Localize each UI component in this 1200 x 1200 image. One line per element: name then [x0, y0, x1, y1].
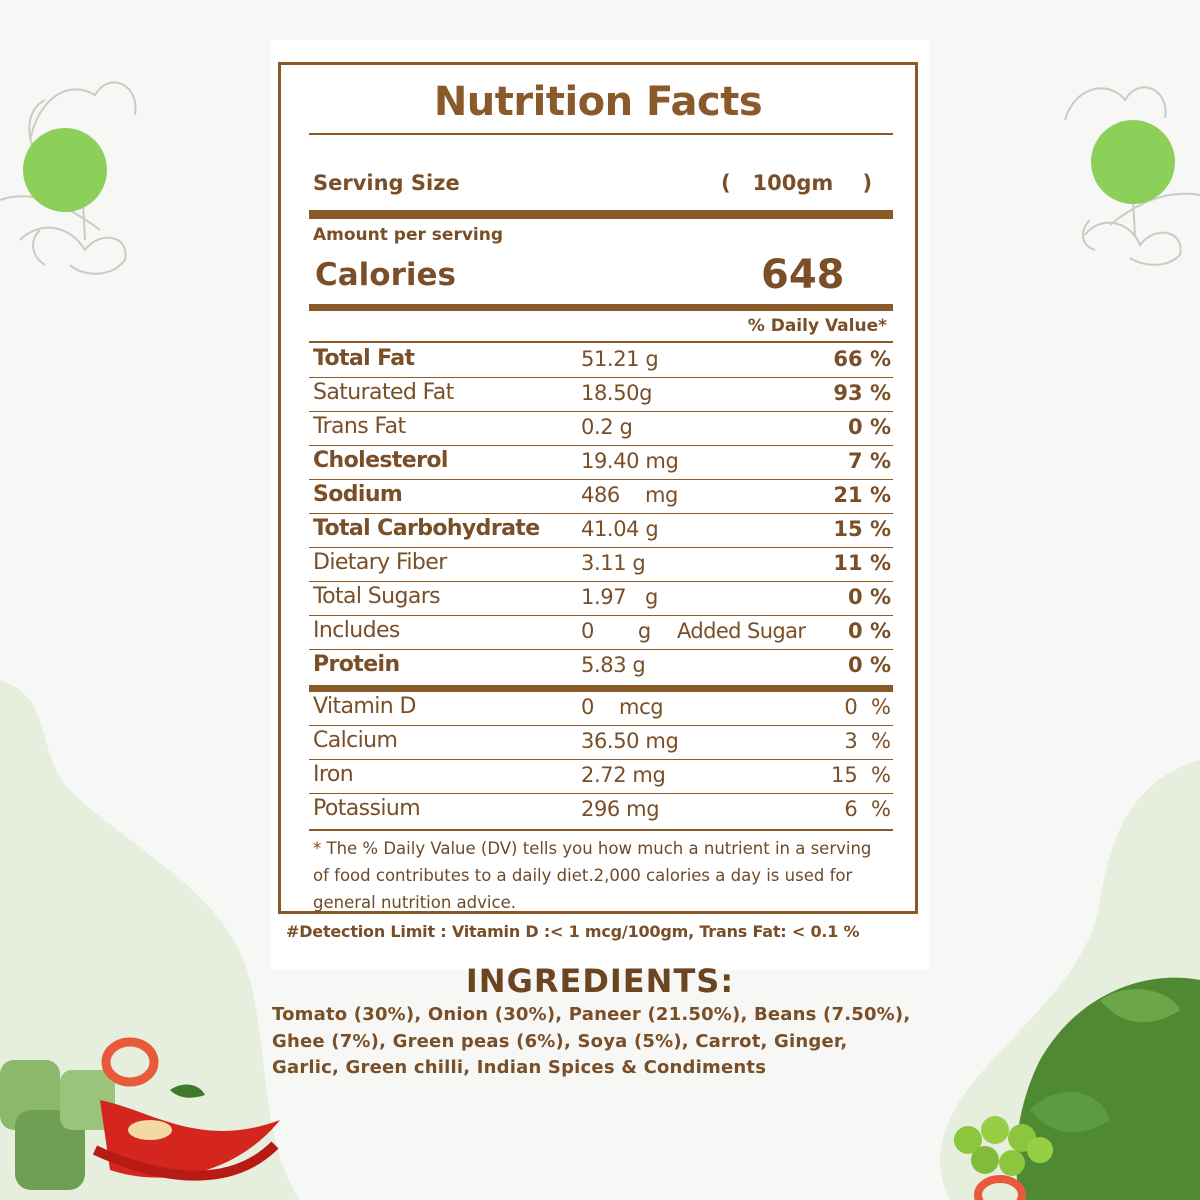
row-divider [309, 793, 893, 794]
nutrient-name: Total Fat [313, 346, 415, 371]
daily-value-header: % Daily Value* [747, 316, 887, 336]
nutrient-name: Total Sugars [313, 584, 441, 609]
nutrient-name: Protein [313, 652, 400, 677]
row-divider [309, 445, 893, 446]
vitamin-row-potassium: Potassium 296 mg 6 % [313, 794, 893, 827]
nutrient-dv: 11 % [833, 551, 891, 575]
row-divider [309, 513, 893, 514]
nutrient-amount: 2.72 mg [581, 763, 666, 787]
nutrient-row-trans-fat: Trans Fat 0.2 g 0 % [313, 412, 893, 445]
nutrient-dv: 15 % [830, 763, 891, 787]
nutrient-name: Dietary Fiber [313, 550, 447, 575]
nutrient-amount: 5.83 g [581, 653, 646, 677]
nutrient-dv: 66 % [833, 347, 891, 371]
vegetables-illustration-left [0, 1037, 280, 1190]
serving-size-value: ( 100gm ) [721, 171, 873, 195]
row-divider [309, 759, 893, 760]
nutrient-name: Cholesterol [313, 448, 448, 473]
calories-label: Calories [315, 257, 456, 293]
nutrient-name: Potassium [313, 796, 421, 821]
nutrient-amount: 0.2 g [581, 415, 633, 439]
amount-per-serving-label: Amount per serving [313, 225, 504, 245]
nutrient-amount: 51.21 g [581, 347, 659, 371]
label-background-panel [270, 40, 930, 970]
dv-divider [309, 341, 893, 343]
nutrient-amount: 296 mg [581, 797, 660, 821]
title-divider [309, 133, 893, 135]
nutrition-facts-title: Nutrition Facts [433, 79, 763, 125]
nutrient-dv: 15 % [833, 517, 891, 541]
nutrient-dv: 0 % [848, 653, 891, 677]
nutrient-name: Sodium [313, 482, 403, 507]
nutrient-amount: 0 mcg [581, 695, 664, 719]
nutrient-row-dietary-fiber: Dietary Fiber 3.11 g 11 % [313, 548, 893, 581]
nutrient-dv: 3 % [844, 729, 891, 753]
nutrient-name: Trans Fat [313, 414, 406, 439]
ingredients-list: Tomato (30%), Onion (30%), Paneer (21.50… [272, 1004, 911, 1078]
daily-value-footnote: * The % Daily Value (DV) tells you how m… [313, 839, 872, 912]
row-divider [309, 615, 893, 616]
nutrient-amount: 19.40 mg [581, 449, 679, 473]
vitamin-row-calcium: Calcium 36.50 mg 3 % [313, 726, 893, 759]
nutrient-dv: 0 % [844, 695, 891, 719]
nutrient-amount: 1.97 g [581, 585, 658, 609]
footnote-divider [309, 829, 893, 831]
nutrient-name: Vitamin D [313, 694, 416, 719]
nutrient-name: Iron [313, 762, 354, 787]
vitamin-row-iron: Iron 2.72 mg 15 % [313, 760, 893, 793]
nutrient-dv: 21 % [833, 483, 891, 507]
nutrient-row-saturated-fat: Saturated Fat 18.50g 93 % [313, 378, 893, 411]
row-divider [309, 649, 893, 650]
greens-illustration-right [954, 977, 1200, 1200]
nutrient-amount: 18.50g [581, 381, 653, 405]
nutrient-dv: 0 % [848, 619, 891, 643]
nutrient-name: Includes [313, 618, 400, 643]
row-divider [309, 725, 893, 726]
nutrient-dv: 93 % [833, 381, 891, 405]
nutrient-extra-label: Added Sugar [677, 619, 806, 643]
nutrient-row-total-fat: Total Fat 51.21 g 66 % [313, 344, 893, 377]
nutrient-amount: 41.04 g [581, 517, 659, 541]
nutrient-dv: 6 % [844, 797, 891, 821]
nutrient-amount: 36.50 mg [581, 729, 679, 753]
nutrient-row-protein: Protein 5.83 g 0 % [313, 650, 893, 683]
nutrient-dv: 0 % [848, 415, 891, 439]
serving-size-label: Serving Size [313, 171, 460, 195]
nutrient-row-cholesterol: Cholesterol 19.40 mg 7 % [313, 446, 893, 479]
nutrient-row-added-sugar: Includes 0 g Added Sugar 0 % [313, 616, 893, 649]
detection-limit-note: #Detection Limit : Vitamin D :< 1 mcg/10… [286, 922, 860, 941]
nutrient-dv: 0 % [848, 585, 891, 609]
vitamin-row-vitamin-d: Vitamin D 0 mcg 0 % [313, 692, 893, 725]
nutrient-dv: 7 % [848, 449, 891, 473]
nutrient-row-sodium: Sodium 486 mg 21 % [313, 480, 893, 513]
left-leaf-icon [0, 81, 137, 275]
nutrient-amount: 0 g [581, 619, 651, 643]
row-divider [309, 547, 893, 548]
nutrition-facts-label: Nutrition Facts Serving Size ( 100gm ) A… [278, 62, 918, 914]
serving-thick-divider [309, 210, 893, 219]
calories-value: 648 [761, 252, 845, 298]
nutrient-name: Calcium [313, 728, 398, 753]
left-green-dot [23, 128, 107, 212]
row-divider [309, 411, 893, 412]
nutrient-name: Total Carbohydrate [313, 516, 540, 541]
nutrient-amount: 486 mg [581, 483, 678, 507]
row-divider [309, 479, 893, 480]
ingredients-title: INGREDIENTS: [465, 962, 735, 1000]
nutrient-row-total-carbohydrate: Total Carbohydrate 41.04 g 15 % [313, 514, 893, 547]
right-green-dot [1091, 120, 1175, 204]
row-divider [309, 581, 893, 582]
nutrient-row-total-sugars: Total Sugars 1.97 g 0 % [313, 582, 893, 615]
nutrient-amount: 3.11 g [581, 551, 646, 575]
protein-thick-divider [309, 685, 893, 692]
nutrient-name: Saturated Fat [313, 380, 454, 405]
row-divider [309, 377, 893, 378]
calories-thick-divider [309, 304, 893, 311]
